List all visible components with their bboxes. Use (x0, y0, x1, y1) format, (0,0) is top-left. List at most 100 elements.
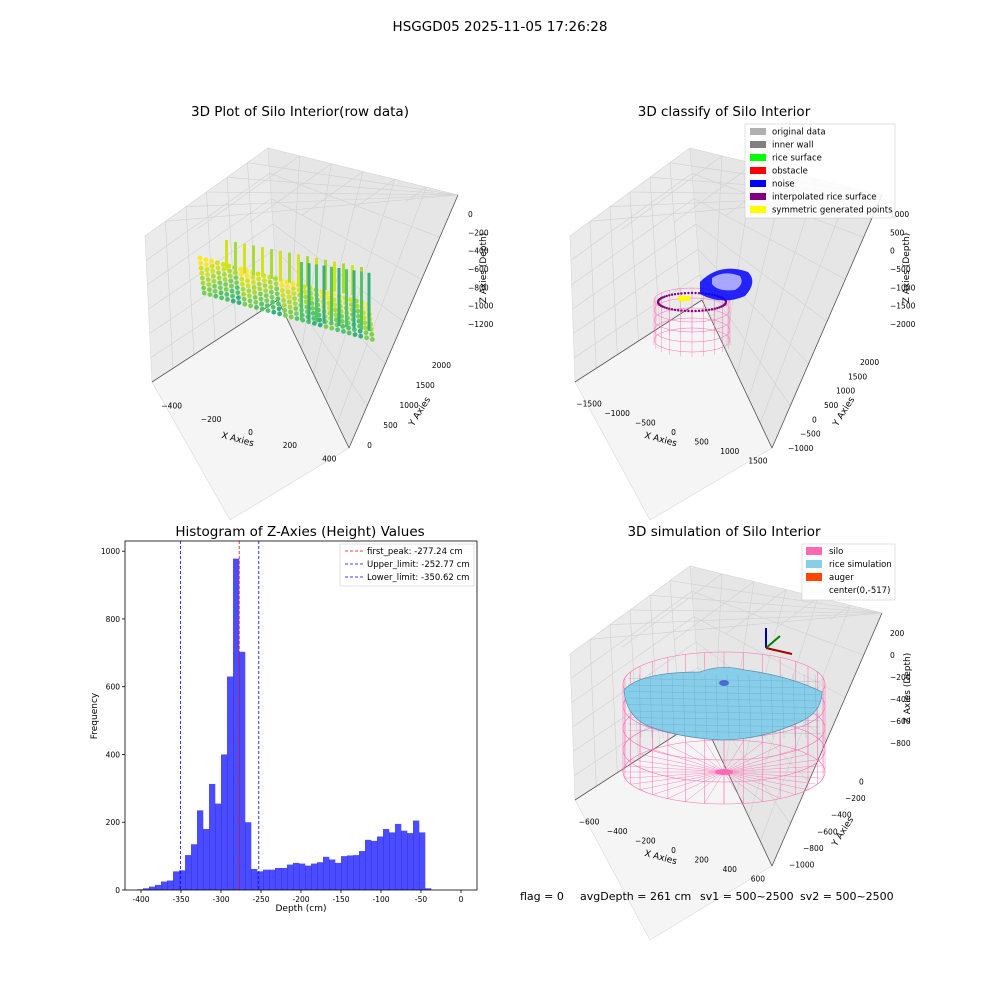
histogram-bar (305, 865, 312, 890)
histogram-bar (257, 871, 264, 890)
raw-point (294, 311, 299, 316)
interpolated-point (718, 306, 721, 309)
raw-point (222, 272, 227, 277)
classify-x-tick: 0 (671, 428, 676, 437)
raw-point (216, 275, 222, 281)
classify-z-tick: 1000 (890, 210, 909, 219)
simulation-x-tick: −400 (607, 827, 628, 836)
raw-point (341, 329, 346, 334)
raw-point (223, 282, 229, 287)
interpolated-point (663, 306, 666, 309)
raw-point (254, 305, 259, 310)
raw-point (279, 283, 285, 288)
raw-point (238, 271, 244, 277)
classify-y-tick: −1000 (788, 444, 814, 453)
classify-x-tick: 1000 (720, 447, 739, 456)
raw-point (280, 288, 285, 293)
interpolated-point (687, 309, 690, 313)
raw-point (197, 255, 203, 261)
classify-legend-label: original data (772, 128, 826, 138)
figure-title: HSGGD05 2025-11-05 17:26:28 (393, 19, 608, 35)
raw-x-tick: 400 (322, 454, 337, 463)
raw-x-axis-line (151, 299, 279, 383)
classify-z-tick: −1000 (890, 283, 916, 292)
rice-mesh-line (715, 673, 719, 739)
raw-scan-stripe (279, 250, 282, 281)
simulation-legend: silo rice simulation auger center(0,-517) (801, 543, 896, 601)
raw-scan-stripe (307, 263, 311, 322)
raw-point (240, 281, 245, 287)
raw-point (210, 268, 216, 274)
raw-point (209, 258, 215, 264)
raw-point (269, 294, 275, 300)
raw-point (211, 278, 217, 284)
interpolated-point (687, 291, 690, 295)
raw-point (346, 330, 352, 336)
raw-point (198, 265, 204, 271)
simulation-x-tick: 600 (751, 874, 766, 883)
raw-point (235, 290, 241, 295)
raw-point (363, 325, 368, 331)
raw-point (201, 290, 207, 296)
raw-point (348, 297, 354, 302)
raw-scan-stripe (360, 271, 363, 330)
flag-status: flag = 0 (520, 890, 564, 903)
raw-point (287, 299, 292, 305)
classify-legend-label: inner wall (772, 141, 813, 151)
raw-point (276, 301, 281, 307)
raw-y-tick: 500 (383, 421, 398, 430)
raw-point (200, 275, 205, 281)
raw-point (274, 286, 279, 292)
rice-mesh-line (627, 717, 821, 721)
classify-y-tick: 1000 (836, 387, 855, 396)
raw-point (273, 281, 279, 287)
raw-scan-stripe (315, 264, 318, 323)
histogram-bar (425, 888, 432, 890)
interpolated-point (670, 293, 674, 296)
raw-point (335, 327, 340, 333)
raw-y-tick: 1000 (400, 401, 419, 410)
simulation-z-tick: −600 (890, 717, 911, 726)
raw-point (255, 271, 261, 277)
raw-point (265, 303, 270, 308)
raw-point (207, 292, 213, 297)
raw-point (325, 290, 330, 296)
histogram-bar (227, 676, 234, 890)
classify-x-tick: −500 (635, 419, 656, 428)
interpolated-point (661, 296, 664, 299)
rice-mesh-line (627, 704, 821, 708)
histogram-bar (167, 880, 174, 890)
raw-z-tick: −800 (468, 283, 489, 292)
raw-point (286, 294, 292, 300)
histogram-x-tick: -250 (252, 895, 269, 904)
histogram-x-tick: -300 (212, 895, 229, 904)
classify-x-axis-line (574, 299, 703, 383)
simulation-z-tick: 200 (890, 629, 905, 638)
raw-point (369, 332, 375, 337)
raw-scan-stripe (252, 245, 255, 276)
raw-point (200, 280, 206, 286)
raw-point (241, 291, 247, 297)
histogram-bar (371, 840, 378, 890)
raw-point (358, 333, 364, 339)
raw-point (281, 298, 286, 303)
rice-simulation-surface (623, 667, 823, 741)
raw-point (228, 278, 234, 284)
histogram-x-tick: -100 (372, 895, 389, 904)
interpolated-point (690, 309, 694, 313)
histogram-y-tick: 200 (106, 818, 121, 827)
raw-point (270, 304, 276, 310)
raw-point (218, 290, 224, 296)
interpolated-point (710, 308, 714, 311)
raw-point (323, 324, 329, 329)
raw-y-tick: 0 (367, 441, 372, 450)
raw-point (292, 301, 298, 306)
raw-point (245, 278, 251, 284)
raw-x-tick: −400 (161, 402, 182, 411)
histogram-bar (245, 822, 252, 890)
classify-x-tick: 1500 (748, 456, 767, 465)
simulation-legend-swatch (806, 560, 822, 568)
raw-point (234, 285, 240, 290)
raw-point (213, 293, 219, 299)
raw-point (227, 268, 233, 274)
